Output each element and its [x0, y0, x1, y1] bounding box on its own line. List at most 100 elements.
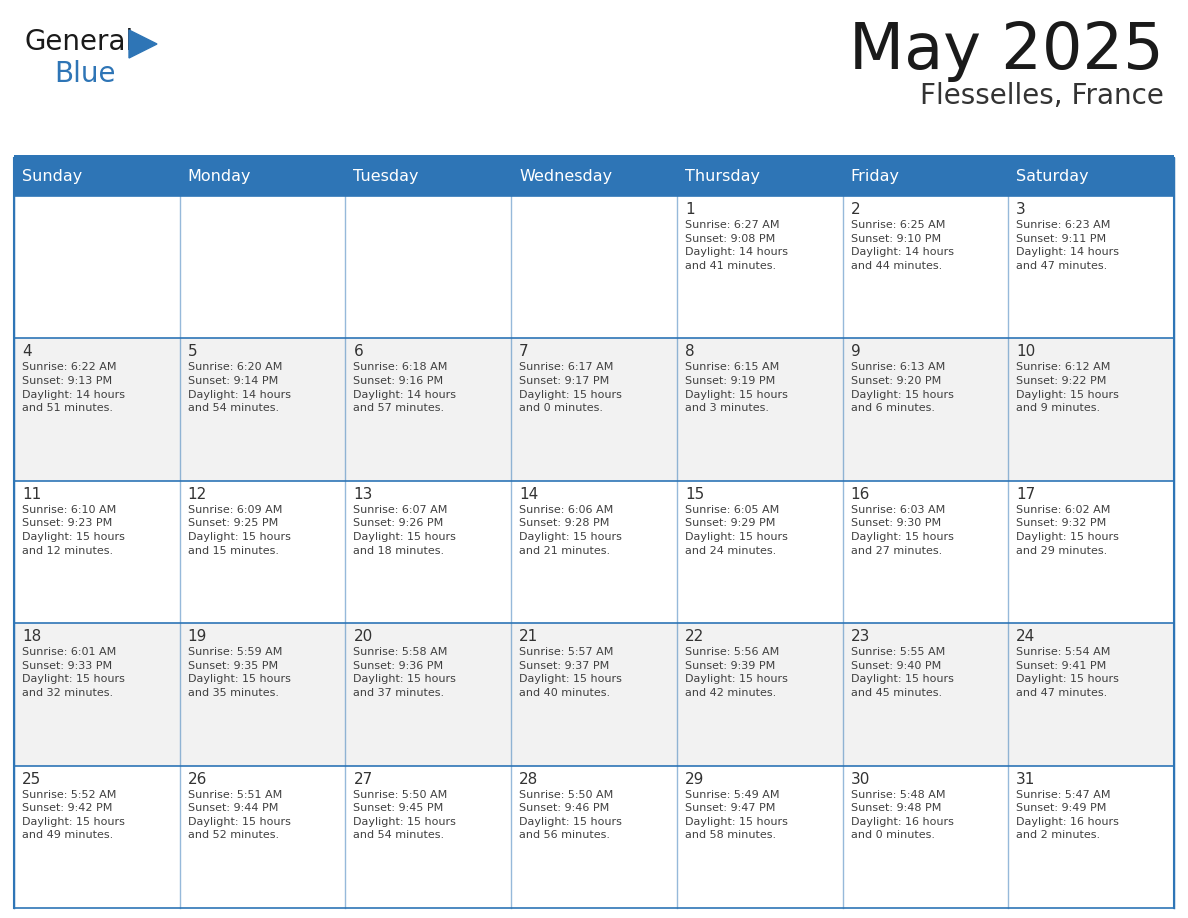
Bar	[346, 196, 511, 339]
Text: Sunrise: 5:52 AM
Sunset: 9:42 PM
Daylight: 15 hours
and 49 minutes.: Sunrise: 5:52 AM Sunset: 9:42 PM Dayligh…	[23, 789, 125, 840]
Text: 10: 10	[1016, 344, 1036, 360]
Bar	[14, 158, 1174, 196]
Text: 26: 26	[188, 772, 207, 787]
Bar	[677, 623, 842, 766]
Text: 6: 6	[353, 344, 364, 360]
Text: 24: 24	[1016, 629, 1036, 644]
Text: Wednesday: Wednesday	[519, 170, 612, 185]
Text: 4: 4	[23, 344, 32, 360]
Bar	[511, 481, 677, 623]
Text: 22: 22	[684, 629, 704, 644]
Text: Sunrise: 6:23 AM
Sunset: 9:11 PM
Daylight: 14 hours
and 47 minutes.: Sunrise: 6:23 AM Sunset: 9:11 PM Dayligh…	[1016, 220, 1119, 271]
Text: Sunrise: 5:50 AM
Sunset: 9:45 PM
Daylight: 15 hours
and 54 minutes.: Sunrise: 5:50 AM Sunset: 9:45 PM Dayligh…	[353, 789, 456, 840]
Text: Sunrise: 5:50 AM
Sunset: 9:46 PM
Daylight: 15 hours
and 56 minutes.: Sunrise: 5:50 AM Sunset: 9:46 PM Dayligh…	[519, 789, 623, 840]
Bar	[14, 623, 179, 766]
Text: Sunrise: 6:18 AM
Sunset: 9:16 PM
Daylight: 14 hours
and 57 minutes.: Sunrise: 6:18 AM Sunset: 9:16 PM Dayligh…	[353, 363, 456, 413]
Text: Sunrise: 5:59 AM
Sunset: 9:35 PM
Daylight: 15 hours
and 35 minutes.: Sunrise: 5:59 AM Sunset: 9:35 PM Dayligh…	[188, 647, 291, 698]
Text: Sunrise: 6:12 AM
Sunset: 9:22 PM
Daylight: 15 hours
and 9 minutes.: Sunrise: 6:12 AM Sunset: 9:22 PM Dayligh…	[1016, 363, 1119, 413]
Bar	[842, 623, 1009, 766]
Text: Sunrise: 6:15 AM
Sunset: 9:19 PM
Daylight: 15 hours
and 3 minutes.: Sunrise: 6:15 AM Sunset: 9:19 PM Dayligh…	[684, 363, 788, 413]
Text: Thursday: Thursday	[684, 170, 760, 185]
Text: 7: 7	[519, 344, 529, 360]
Bar	[346, 481, 511, 623]
Text: Sunrise: 6:25 AM
Sunset: 9:10 PM
Daylight: 14 hours
and 44 minutes.: Sunrise: 6:25 AM Sunset: 9:10 PM Dayligh…	[851, 220, 954, 271]
Text: Sunrise: 6:03 AM
Sunset: 9:30 PM
Daylight: 15 hours
and 27 minutes.: Sunrise: 6:03 AM Sunset: 9:30 PM Dayligh…	[851, 505, 954, 555]
Bar	[179, 623, 346, 766]
Bar	[179, 481, 346, 623]
Text: 5: 5	[188, 344, 197, 360]
Text: Sunrise: 5:56 AM
Sunset: 9:39 PM
Daylight: 15 hours
and 42 minutes.: Sunrise: 5:56 AM Sunset: 9:39 PM Dayligh…	[684, 647, 788, 698]
Text: Sunrise: 6:02 AM
Sunset: 9:32 PM
Daylight: 15 hours
and 29 minutes.: Sunrise: 6:02 AM Sunset: 9:32 PM Dayligh…	[1016, 505, 1119, 555]
Bar	[842, 196, 1009, 339]
Text: May 2025: May 2025	[849, 20, 1164, 82]
Text: 3: 3	[1016, 202, 1026, 217]
Text: 15: 15	[684, 487, 704, 502]
Bar	[179, 196, 346, 339]
Bar	[346, 766, 511, 908]
Bar	[346, 623, 511, 766]
Text: Sunrise: 6:01 AM
Sunset: 9:33 PM
Daylight: 15 hours
and 32 minutes.: Sunrise: 6:01 AM Sunset: 9:33 PM Dayligh…	[23, 647, 125, 698]
Bar	[14, 481, 179, 623]
Bar	[511, 196, 677, 339]
Text: 17: 17	[1016, 487, 1036, 502]
Text: Sunrise: 6:27 AM
Sunset: 9:08 PM
Daylight: 14 hours
and 41 minutes.: Sunrise: 6:27 AM Sunset: 9:08 PM Dayligh…	[684, 220, 788, 271]
Bar	[511, 623, 677, 766]
Text: Sunrise: 6:09 AM
Sunset: 9:25 PM
Daylight: 15 hours
and 15 minutes.: Sunrise: 6:09 AM Sunset: 9:25 PM Dayligh…	[188, 505, 291, 555]
Text: Blue: Blue	[53, 60, 115, 88]
Text: Sunrise: 5:51 AM
Sunset: 9:44 PM
Daylight: 15 hours
and 52 minutes.: Sunrise: 5:51 AM Sunset: 9:44 PM Dayligh…	[188, 789, 291, 840]
Text: Sunrise: 6:10 AM
Sunset: 9:23 PM
Daylight: 15 hours
and 12 minutes.: Sunrise: 6:10 AM Sunset: 9:23 PM Dayligh…	[23, 505, 125, 555]
Text: 2: 2	[851, 202, 860, 217]
Bar	[179, 339, 346, 481]
Text: 12: 12	[188, 487, 207, 502]
Text: Sunrise: 6:17 AM
Sunset: 9:17 PM
Daylight: 15 hours
and 0 minutes.: Sunrise: 6:17 AM Sunset: 9:17 PM Dayligh…	[519, 363, 623, 413]
Text: Tuesday: Tuesday	[353, 170, 419, 185]
Text: 27: 27	[353, 772, 373, 787]
Bar	[511, 766, 677, 908]
Bar	[14, 339, 179, 481]
Text: Sunrise: 6:20 AM
Sunset: 9:14 PM
Daylight: 14 hours
and 54 minutes.: Sunrise: 6:20 AM Sunset: 9:14 PM Dayligh…	[188, 363, 291, 413]
Text: 21: 21	[519, 629, 538, 644]
Text: Friday: Friday	[851, 170, 899, 185]
Text: 28: 28	[519, 772, 538, 787]
Text: 23: 23	[851, 629, 870, 644]
Text: Sunrise: 6:22 AM
Sunset: 9:13 PM
Daylight: 14 hours
and 51 minutes.: Sunrise: 6:22 AM Sunset: 9:13 PM Dayligh…	[23, 363, 125, 413]
Bar	[1009, 623, 1174, 766]
Text: Sunrise: 5:49 AM
Sunset: 9:47 PM
Daylight: 15 hours
and 58 minutes.: Sunrise: 5:49 AM Sunset: 9:47 PM Dayligh…	[684, 789, 788, 840]
Text: 8: 8	[684, 344, 695, 360]
Text: Sunday: Sunday	[23, 170, 82, 185]
Bar	[677, 339, 842, 481]
Bar	[842, 339, 1009, 481]
Bar	[842, 481, 1009, 623]
Text: Sunrise: 5:48 AM
Sunset: 9:48 PM
Daylight: 16 hours
and 0 minutes.: Sunrise: 5:48 AM Sunset: 9:48 PM Dayligh…	[851, 789, 954, 840]
Text: General: General	[24, 28, 133, 56]
Text: 25: 25	[23, 772, 42, 787]
Text: 1: 1	[684, 202, 695, 217]
Bar	[1009, 481, 1174, 623]
Bar	[14, 155, 1174, 158]
Bar	[14, 196, 179, 339]
Text: Sunrise: 6:13 AM
Sunset: 9:20 PM
Daylight: 15 hours
and 6 minutes.: Sunrise: 6:13 AM Sunset: 9:20 PM Dayligh…	[851, 363, 954, 413]
Text: Sunrise: 6:07 AM
Sunset: 9:26 PM
Daylight: 15 hours
and 18 minutes.: Sunrise: 6:07 AM Sunset: 9:26 PM Dayligh…	[353, 505, 456, 555]
Bar	[14, 766, 179, 908]
Bar	[346, 339, 511, 481]
Text: Sunrise: 5:55 AM
Sunset: 9:40 PM
Daylight: 15 hours
and 45 minutes.: Sunrise: 5:55 AM Sunset: 9:40 PM Dayligh…	[851, 647, 954, 698]
Text: 14: 14	[519, 487, 538, 502]
Text: 19: 19	[188, 629, 207, 644]
Bar	[511, 339, 677, 481]
Text: 11: 11	[23, 487, 42, 502]
Text: 9: 9	[851, 344, 860, 360]
Text: 30: 30	[851, 772, 870, 787]
Text: Saturday: Saturday	[1016, 170, 1089, 185]
Polygon shape	[129, 30, 157, 58]
Text: 31: 31	[1016, 772, 1036, 787]
Text: 13: 13	[353, 487, 373, 502]
Bar	[179, 766, 346, 908]
Bar	[1009, 766, 1174, 908]
Text: Sunrise: 5:57 AM
Sunset: 9:37 PM
Daylight: 15 hours
and 40 minutes.: Sunrise: 5:57 AM Sunset: 9:37 PM Dayligh…	[519, 647, 623, 698]
Text: Flesselles, France: Flesselles, France	[921, 82, 1164, 110]
Bar	[677, 481, 842, 623]
Bar	[1009, 196, 1174, 339]
Bar	[677, 766, 842, 908]
Text: 18: 18	[23, 629, 42, 644]
Text: Sunrise: 5:58 AM
Sunset: 9:36 PM
Daylight: 15 hours
and 37 minutes.: Sunrise: 5:58 AM Sunset: 9:36 PM Dayligh…	[353, 647, 456, 698]
